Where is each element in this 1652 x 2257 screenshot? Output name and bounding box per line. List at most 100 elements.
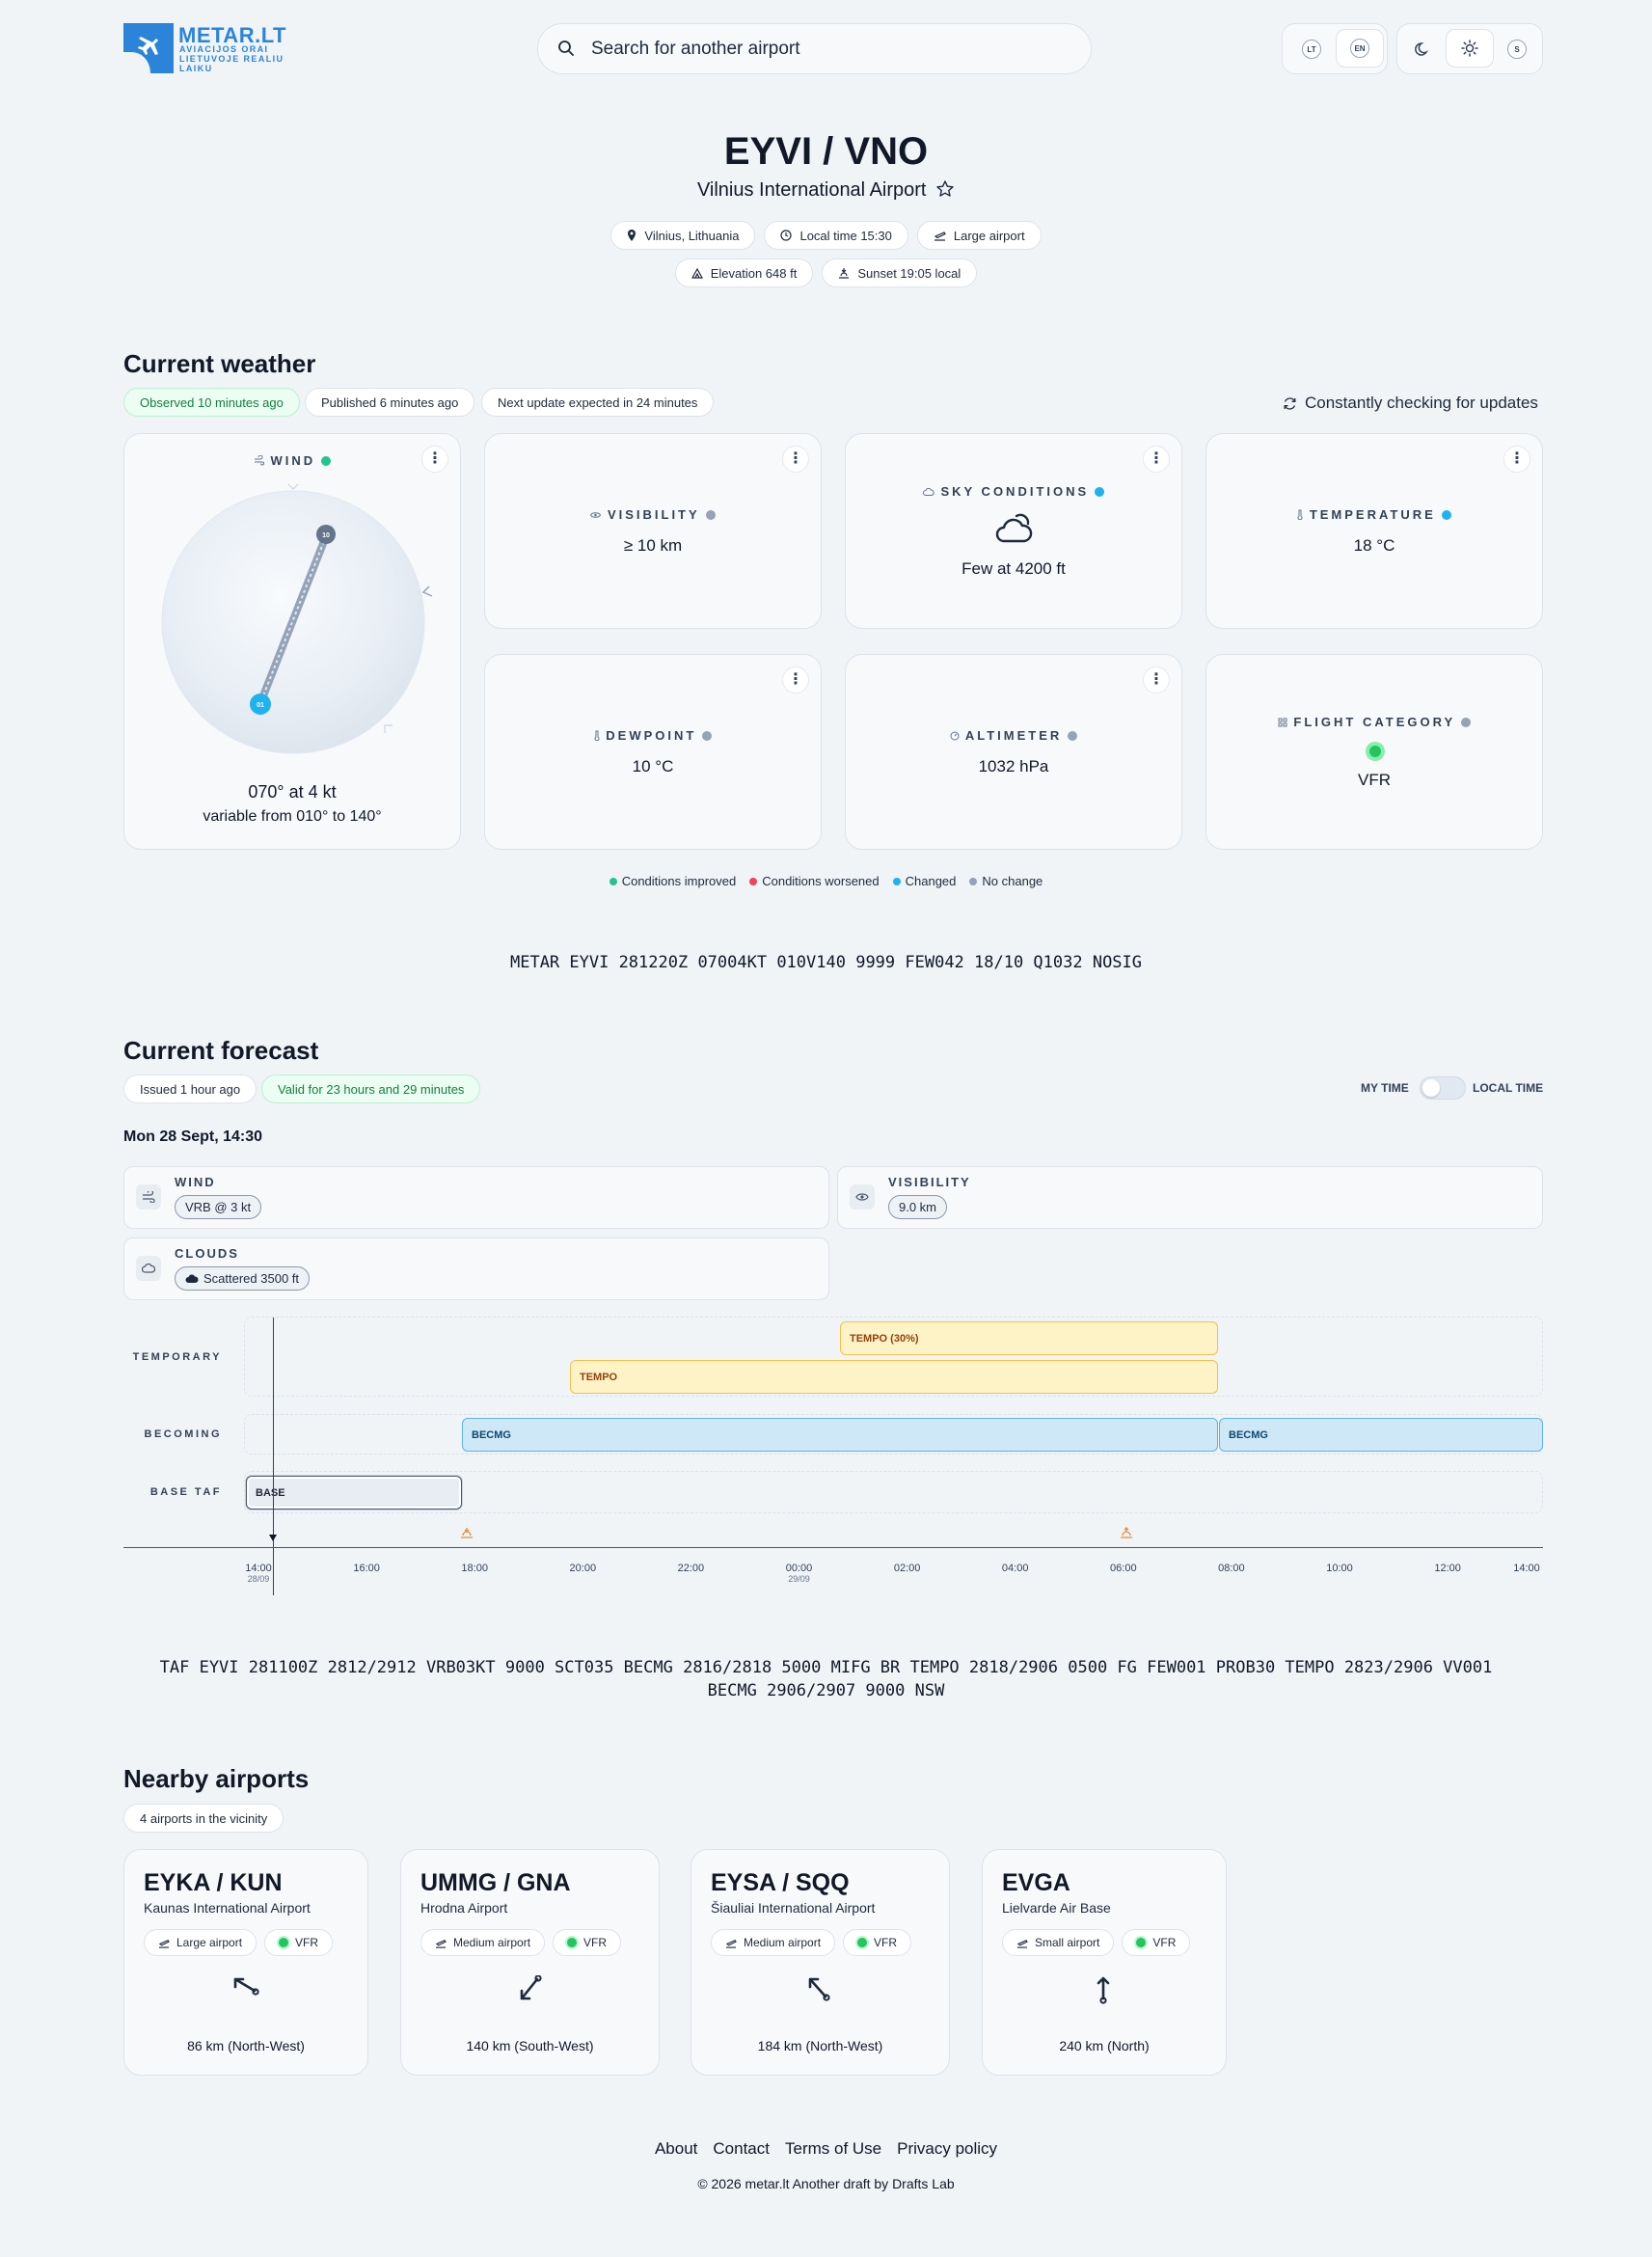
favorite-star-icon[interactable]: [935, 179, 955, 199]
airport-size-text: Large airport: [953, 228, 1025, 243]
altimeter-menu-button[interactable]: ⋮: [1143, 666, 1170, 693]
legend-item-changed: Changed: [892, 874, 956, 888]
issued-tag: Issued 1 hour ago: [123, 1074, 257, 1103]
wind-status-dot: [321, 456, 332, 466]
dark-theme-button[interactable]: [1407, 34, 1438, 65]
tempo-30-bar[interactable]: TEMPO (30%): [840, 1321, 1218, 1355]
vfr-dot: [1136, 1938, 1147, 1947]
altimeter-value: 1032 hPa: [978, 757, 1049, 775]
nearby-distance: 140 km (South-West): [466, 2038, 594, 2053]
footer-link-about[interactable]: About: [654, 2139, 698, 2158]
visibility-card: ⋮ VISIBILITY ≥ 10 km: [484, 433, 822, 629]
dewpoint-menu-button[interactable]: ⋮: [782, 666, 809, 693]
clock-icon: [780, 230, 793, 241]
nearby-airport-code[interactable]: UMMG / GNA: [420, 1869, 571, 1896]
lane-becoming-label: BECOMING: [144, 1428, 222, 1440]
cloud-icon: [136, 1256, 161, 1281]
visibility-status-dot: [705, 510, 716, 520]
time-mode-toggle[interactable]: [1420, 1076, 1466, 1100]
thermometer-icon: [594, 730, 600, 742]
airport-code: EYVI / VNO: [723, 130, 929, 173]
airport-chips: Vilnius, Lithuania Local time 15:30 Larg…: [0, 221, 1652, 250]
nearby-size-chip: Small airport: [1002, 1929, 1115, 1956]
search-icon: [558, 41, 574, 56]
timeline-tick: 12:00: [1434, 1563, 1461, 1574]
moon-icon: [1415, 42, 1429, 56]
logo-icon[interactable]: [123, 23, 174, 73]
forecast-visibility-label: VISIBILITY: [888, 1175, 971, 1189]
local-time-chip: Local time 15:30: [764, 221, 908, 250]
base-taf-bar[interactable]: BASE: [246, 1476, 462, 1509]
visibility-menu-button[interactable]: ⋮: [782, 446, 809, 473]
nearby-airport-card[interactable]: EVGA Lielvarde Air Base Small airport VFR 24…: [982, 1849, 1227, 2076]
legend-item-worsened: Conditions worsened: [749, 874, 880, 888]
timeline-tick: 16:00: [353, 1563, 380, 1574]
forecast-visibility-value: 9.0 km: [888, 1195, 948, 1219]
temperature-label-text: TEMPERATURE: [1309, 507, 1436, 522]
nearby-airport-card[interactable]: EYSA / SQQ Šiauliai International Airport…: [691, 1849, 950, 2076]
location-text: Vilnius, Lithuania: [644, 228, 740, 243]
system-theme-button[interactable]: S: [1502, 34, 1532, 65]
altimeter-card: ⋮ ALTIMETER 1032 hPa: [845, 654, 1182, 850]
brand-title[interactable]: METAR.LT: [178, 23, 286, 47]
altimeter-label-text: ALTIMETER: [964, 728, 1063, 743]
footer-link-contact[interactable]: Contact: [713, 2139, 770, 2158]
refresh-icon: [1284, 396, 1296, 410]
footer-link-terms[interactable]: Terms of Use: [784, 2139, 882, 2158]
nearby-airport-card[interactable]: EYKA / KUN Kaunas International Airport La…: [123, 1849, 368, 2076]
flight-category-card: FLIGHT CATEGORY VFR: [1205, 654, 1543, 850]
nearby-distance: 184 km (North-West): [757, 2038, 883, 2053]
sunrise-marker-icon: [1121, 1527, 1132, 1538]
temperature-menu-button[interactable]: ⋮: [1503, 446, 1530, 473]
system-theme-label: S: [1507, 40, 1527, 59]
becmg-bar-1[interactable]: BECMG: [462, 1418, 1218, 1452]
plane-takeoff-icon: [1016, 1939, 1028, 1948]
nearby-size-chip: Large airport: [144, 1929, 257, 1956]
sky-status-dot: [1095, 487, 1105, 497]
tempo-bar[interactable]: TEMPO: [570, 1360, 1218, 1394]
plane-takeoff-icon: [158, 1939, 170, 1948]
next-update-tag: Next update expected in 24 minutes: [481, 388, 715, 417]
becmg-bar-2[interactable]: BECMG: [1219, 1418, 1543, 1452]
elevation-chip: Elevation 648 ft: [674, 258, 814, 287]
search-box[interactable]: [537, 23, 1092, 74]
current-forecast-title: Current forecast: [123, 1036, 319, 1065]
airport-name-row: Vilnius International Airport: [0, 179, 1652, 202]
sunset-marker-icon: [461, 1528, 473, 1538]
legend-item-no-change: No change: [969, 874, 1043, 888]
sky-menu-button[interactable]: ⋮: [1143, 446, 1170, 473]
metar-raw: METAR EYVI 281220Z 07004KT 010V140 9999 …: [509, 953, 1143, 972]
wind-menu-button[interactable]: ⋮: [421, 446, 448, 473]
mountain-icon: [691, 267, 703, 279]
wind-icon: [254, 454, 264, 466]
footer-links: About Contact Terms of Use Privacy polic…: [0, 2139, 1652, 2159]
lang-lt-button[interactable]: LT: [1296, 34, 1327, 65]
cloud-small-icon: [922, 487, 934, 496]
location-chip: Vilnius, Lithuania: [610, 221, 756, 250]
wind-label-text: WIND: [270, 453, 316, 468]
nearby-airport-code[interactable]: EYKA / KUN: [144, 1869, 283, 1896]
forecast-clouds-value: Scattered 3500 ft: [175, 1266, 311, 1291]
nearby-airport-code[interactable]: EVGA: [1002, 1869, 1070, 1896]
nearby-airport-card[interactable]: UMMG / GNA Hrodna Airport Medium airport VF…: [400, 1849, 660, 2076]
search-input[interactable]: [591, 24, 1073, 73]
timeline-tick: 02:00: [893, 1563, 921, 1574]
sky-value: Few at 4200 ft: [961, 559, 1066, 578]
nearby-category-chip: VFR: [843, 1929, 912, 1956]
temperature-card: ⋮ TEMPERATURE 18 °C: [1205, 433, 1543, 629]
lang-en-button[interactable]: EN: [1336, 29, 1384, 68]
timeline-tick: 22:00: [677, 1563, 705, 1574]
timeline-tick: 08:00: [1218, 1563, 1245, 1574]
light-theme-button[interactable]: [1446, 29, 1494, 68]
nearby-size-chip: Medium airport: [420, 1929, 546, 1956]
flight-category-status-dot: [1461, 718, 1472, 727]
nearby-airport-code[interactable]: EYSA / SQQ: [711, 1869, 850, 1896]
footer-link-privacy[interactable]: Privacy policy: [897, 2139, 998, 2158]
my-time-label: MY TIME: [1361, 1081, 1409, 1095]
current-weather-title: Current weather: [123, 349, 316, 378]
thermometer-icon: [1297, 509, 1303, 521]
wind-card: ⋮ WIND 10 01 070° at 4 kt variable from …: [123, 433, 461, 850]
forecast-visibility-box: VISIBILITY 9.0 km: [837, 1166, 1543, 1229]
dewpoint-label-text: DEWPOINT: [606, 728, 697, 743]
language-switcher: LT EN: [1282, 23, 1388, 74]
